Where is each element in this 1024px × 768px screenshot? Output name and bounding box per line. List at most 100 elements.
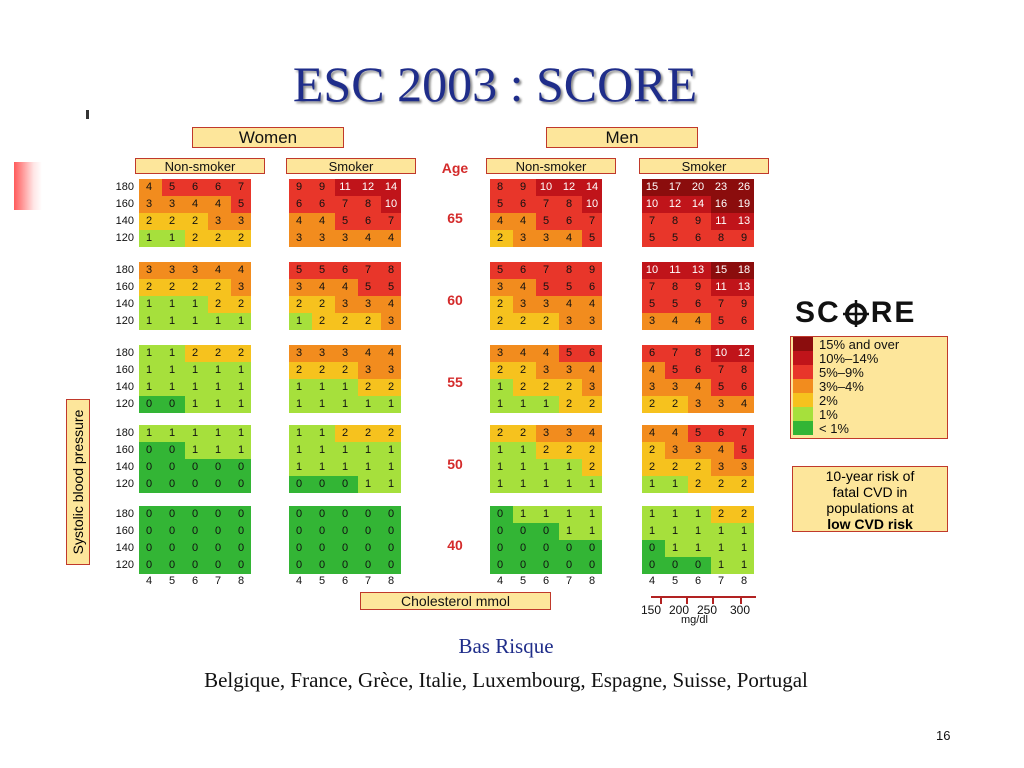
risk-cell-gap — [731, 313, 734, 330]
risk-cell: 1 — [665, 506, 685, 523]
risk-cell: 1 — [335, 459, 355, 476]
risk-cell: 0 — [490, 506, 510, 523]
risk-cell: 2 — [185, 230, 205, 247]
risk-cell-gap — [533, 379, 536, 396]
risk-cell: 3 — [358, 362, 378, 379]
risk-cell-gap — [556, 296, 559, 313]
risk-cell: 6 — [688, 296, 708, 313]
women-nonsmoker-header: Non-smoker — [135, 158, 265, 174]
risk-cell-gap — [355, 557, 358, 574]
risk-cell: 1 — [185, 442, 205, 459]
risk-cell-gap — [510, 459, 513, 476]
risk-cell: 2 — [335, 362, 355, 379]
risk-cell-gap — [731, 540, 734, 557]
risk-cell: 5 — [289, 262, 309, 279]
risk-cell-gap — [556, 396, 559, 413]
risk-cell: 0 — [208, 540, 228, 557]
risk-cell-gap — [355, 476, 358, 493]
risk-cell: 0 — [312, 540, 332, 557]
risk-cell-gap — [332, 279, 335, 296]
risk-cell-gap — [731, 442, 734, 459]
risk-cell: 7 — [335, 196, 355, 213]
risk-cell-gap — [708, 179, 711, 196]
risk-cell: 18 — [734, 262, 754, 279]
risk-cell-gap — [662, 476, 665, 493]
risk-cell-gap — [662, 279, 665, 296]
risk-cell: 3 — [162, 262, 182, 279]
risk-cell: 0 — [162, 540, 182, 557]
risk-cell: 0 — [335, 476, 355, 493]
risk-cell-gap — [662, 379, 665, 396]
risk-cell: 4 — [335, 279, 355, 296]
risk-cell-gap — [205, 362, 208, 379]
risk-cell: 1 — [208, 396, 228, 413]
risk-cell-gap — [579, 296, 582, 313]
risk-cell-gap — [159, 296, 162, 313]
risk-cell: 3 — [513, 230, 533, 247]
risk-cell: 1 — [711, 557, 731, 574]
risk-cell-gap — [731, 557, 734, 574]
risk-cell: 0 — [139, 557, 159, 574]
risk-cell: 13 — [734, 213, 754, 230]
risk-cell-gap — [182, 459, 185, 476]
risk-cell: 20 — [688, 179, 708, 196]
risk-cell-gap — [510, 362, 513, 379]
risk-cell-gap — [159, 396, 162, 413]
risk-cell-gap — [579, 540, 582, 557]
age-label: 55 — [447, 374, 463, 390]
risk-cell: 3 — [289, 230, 309, 247]
risk-cell: 3 — [335, 230, 355, 247]
risk-cell-gap — [309, 459, 312, 476]
legend-label: 1% — [819, 406, 838, 422]
risk-cell-gap — [228, 196, 231, 213]
risk-cell: 1 — [208, 313, 228, 330]
risk-cell: 11 — [665, 262, 685, 279]
risk-cell: 4 — [536, 345, 556, 362]
risk-cell: 0 — [208, 476, 228, 493]
cholesterol-tick-label: 6 — [542, 575, 550, 587]
risk-cell: 3 — [536, 362, 556, 379]
risk-cell: 6 — [358, 213, 378, 230]
risk-cell: 4 — [582, 296, 602, 313]
risk-cell-gap — [510, 279, 513, 296]
risk-cell: 3 — [139, 196, 159, 213]
risk-cell-gap — [533, 362, 536, 379]
risk-cell: 0 — [208, 557, 228, 574]
risk-cell: 0 — [536, 540, 556, 557]
risk-cell-gap — [182, 523, 185, 540]
risk-cell: 0 — [490, 557, 510, 574]
risk-cell: 8 — [559, 196, 579, 213]
risk-cell: 1 — [381, 396, 401, 413]
risk-cell: 9 — [734, 230, 754, 247]
risk-cell-gap — [378, 442, 381, 459]
risk-cell: 0 — [185, 523, 205, 540]
risk-cell: 1 — [185, 379, 205, 396]
risk-cell: 1 — [559, 459, 579, 476]
risk-cell-gap — [159, 557, 162, 574]
risk-cell: 4 — [358, 345, 378, 362]
risk-cell: 0 — [185, 540, 205, 557]
sbp-axis-label: Systolic blood pressure — [66, 399, 90, 565]
risk-cell-gap — [309, 362, 312, 379]
risk-cell: 0 — [139, 396, 159, 413]
risk-cell: 1 — [490, 379, 510, 396]
risk-cell: 2 — [208, 279, 228, 296]
risk-cell: 1 — [513, 459, 533, 476]
risk-cell-gap — [685, 296, 688, 313]
risk-cell-gap — [182, 506, 185, 523]
cholesterol-tick-label: 8 — [387, 575, 395, 587]
mgdl-value: 300 — [730, 603, 751, 617]
risk-cell: 0 — [335, 540, 355, 557]
risk-cell: 4 — [139, 179, 159, 196]
risk-cell-gap — [205, 296, 208, 313]
risk-cell-gap — [228, 396, 231, 413]
risk-cell-gap — [731, 179, 734, 196]
risk-cell-gap — [579, 230, 582, 247]
risk-cell: 5 — [711, 379, 731, 396]
risk-cell-gap — [355, 459, 358, 476]
risk-cell-gap — [510, 179, 513, 196]
risk-cell-gap — [309, 557, 312, 574]
risk-cell-gap — [556, 425, 559, 442]
risk-cell-gap — [355, 345, 358, 362]
risk-cell-gap — [556, 262, 559, 279]
